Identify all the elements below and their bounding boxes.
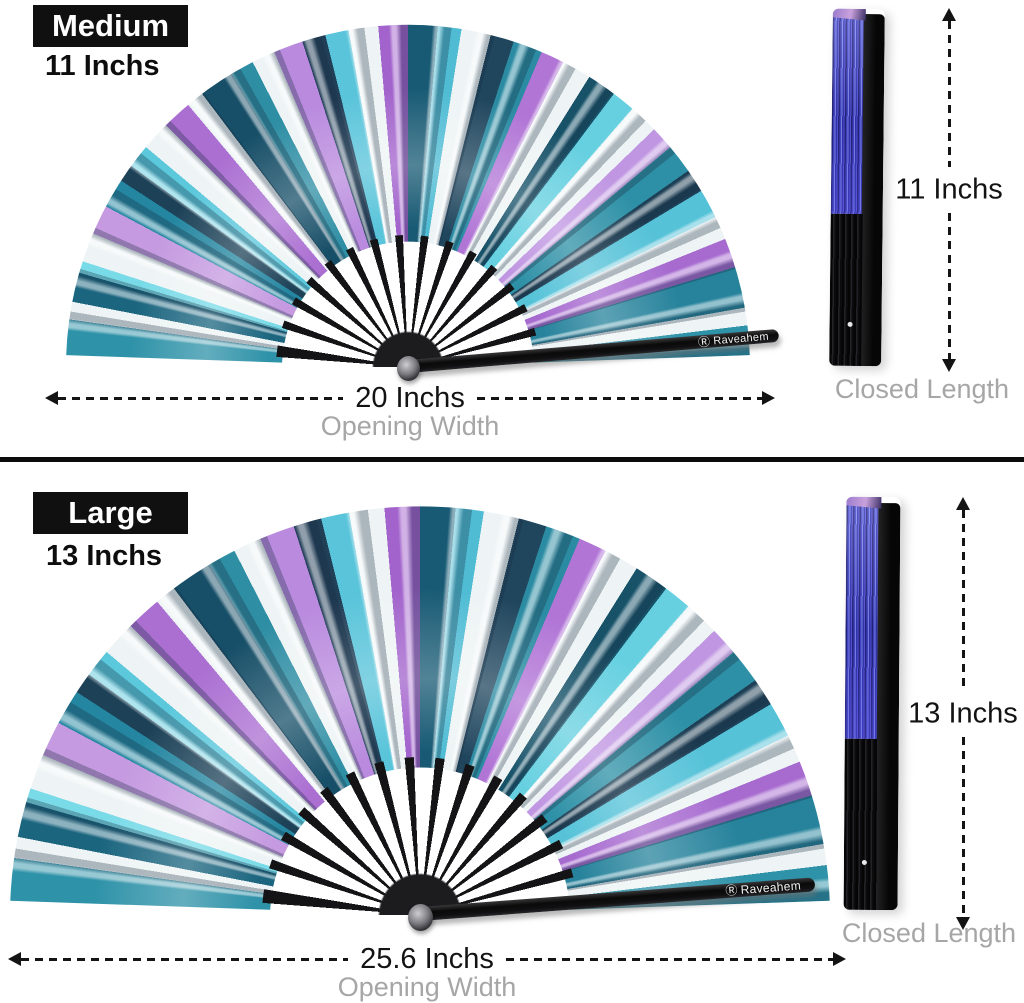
arrow-up-icon (942, 8, 956, 21)
size-badge: Large (33, 492, 188, 534)
arrow-left-icon (45, 391, 58, 405)
dashed-line (58, 396, 344, 400)
dashed-line (947, 213, 951, 359)
arrow-right-icon (762, 391, 776, 405)
arrow-down-icon (942, 359, 956, 372)
brand-logo-icon: Ⓡ (724, 883, 739, 899)
closed-fan-rivet-dot (847, 321, 853, 327)
dashed-line (21, 957, 349, 961)
brand-name: Raveahem (712, 330, 770, 347)
dashed-line (947, 21, 951, 167)
opening-width-caption: Opening Width (337, 972, 517, 1002)
closed-length-caption: Closed Length (834, 374, 1010, 404)
open-fan-image: Ⓡ Raveahem (51, 23, 780, 381)
fan-rivet (397, 356, 420, 381)
size-value: 13 Inchs (46, 540, 163, 572)
closed-fan-guard (875, 503, 901, 911)
size-badge: Medium (33, 5, 188, 47)
closed-fan-image (843, 496, 901, 911)
closed-length-measure: 13 Inchs (908, 497, 1018, 930)
opening-width-measure: 25.6 Inchs (8, 942, 847, 975)
closed-fan-rivet-dot (862, 859, 868, 865)
opening-width-measure: 20 Inchs (45, 381, 776, 414)
closed-length-value: 11 Inchs (895, 173, 1003, 206)
opening-width-caption: Opening Width (320, 411, 500, 441)
closed-fan-lower-ribs (829, 214, 863, 367)
dashed-line (961, 736, 965, 917)
open-fan-image: Ⓡ Raveahem (3, 499, 851, 931)
closed-length-value: 13 Inchs (908, 697, 1018, 729)
size-value: 11 Inchs (45, 50, 160, 82)
arrow-up-icon (956, 497, 970, 510)
opening-width-value: 20 Inchs (355, 381, 465, 414)
section-divider (0, 457, 1024, 462)
dashed-line (505, 957, 834, 961)
opening-width-value: 25.6 Inchs (360, 942, 494, 975)
closed-fan-image (829, 8, 885, 367)
closed-fan-lower-ribs (843, 738, 879, 911)
arrow-right-icon (833, 952, 847, 966)
closed-fan-guard (860, 14, 885, 367)
closed-fan-pleats (830, 8, 866, 215)
closed-length-measure: 11 Inchs (895, 8, 1003, 372)
arrow-left-icon (8, 952, 21, 966)
closed-length-caption: Closed Length (841, 918, 1017, 948)
closed-fan-pleats (844, 496, 880, 739)
dashed-line (476, 396, 763, 400)
dashed-line (961, 510, 965, 691)
arrow-down-icon (956, 917, 970, 930)
fan-rivet (408, 904, 433, 931)
brand-logo-icon: Ⓡ (697, 334, 711, 350)
